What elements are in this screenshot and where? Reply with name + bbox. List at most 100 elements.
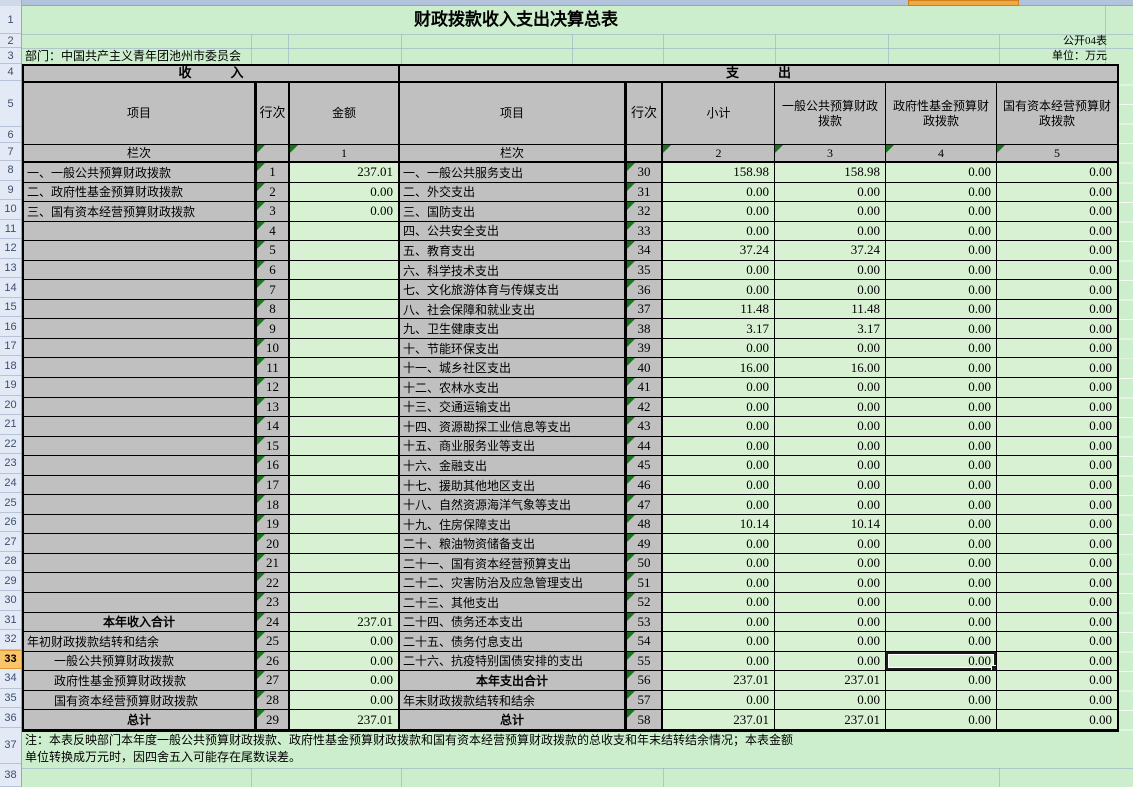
- income-item-cell[interactable]: 三、国有资本经营预算财政拨款: [24, 202, 255, 222]
- row-header[interactable]: 13: [0, 259, 21, 279]
- general-budget-cell[interactable]: 0.00: [775, 475, 886, 496]
- income-amount-cell[interactable]: [290, 280, 400, 300]
- general-budget-cell[interactable]: 0.00: [775, 260, 886, 281]
- subtotal-cell[interactable]: 0.00: [663, 417, 775, 437]
- state-capital-cell[interactable]: 0.00: [997, 671, 1117, 691]
- gov-fund-cell[interactable]: 0.00: [886, 553, 997, 574]
- table-note[interactable]: 注：本表反映部门本年度一般公共预算财政拨款、政府性基金预算财政拨款和国有资本经营…: [25, 732, 1035, 766]
- income-item-cell[interactable]: [24, 553, 255, 574]
- expense-lineno-cell[interactable]: 44: [625, 436, 663, 457]
- row-header[interactable]: 17: [0, 337, 21, 357]
- general-budget-cell[interactable]: 0.00: [775, 690, 886, 711]
- income-lineno-cell[interactable]: 2: [255, 182, 290, 203]
- income-item-cell[interactable]: 政府性基金预算财政拨款: [24, 671, 255, 691]
- expense-lineno-cell[interactable]: 50: [625, 553, 663, 574]
- general-budget-cell[interactable]: 0.00: [775, 202, 886, 222]
- general-budget-cell[interactable]: 0.00: [775, 612, 886, 633]
- income-item-cell[interactable]: 总计: [24, 710, 255, 730]
- income-item-cell[interactable]: [24, 514, 255, 535]
- income-lineno-cell[interactable]: 15: [255, 436, 290, 457]
- expense-lineno-cell[interactable]: 36: [625, 280, 663, 300]
- income-lineno-cell[interactable]: 18: [255, 495, 290, 515]
- income-item-cell[interactable]: 一、一般公共预算财政拨款: [24, 163, 255, 183]
- gov-fund-cell[interactable]: 0.00: [886, 417, 997, 437]
- gov-fund-cell[interactable]: 0.00: [886, 202, 997, 222]
- income-lineno-cell[interactable]: 21: [255, 553, 290, 574]
- income-amount-cell[interactable]: [290, 378, 400, 398]
- expense-item-cell[interactable]: 二十二、灾害防治及应急管理支出: [400, 573, 625, 594]
- state-capital-cell[interactable]: 0.00: [997, 241, 1117, 261]
- expense-lineno-cell[interactable]: 38: [625, 319, 663, 339]
- general-budget-cell[interactable]: 0.00: [775, 573, 886, 594]
- state-capital-header[interactable]: 国有资本经营预算财政拨款: [997, 83, 1117, 145]
- state-capital-cell[interactable]: 0.00: [997, 710, 1117, 730]
- income-lineno-cell[interactable]: 12: [255, 378, 290, 398]
- income-item-cell[interactable]: [24, 221, 255, 242]
- income-amount-cell[interactable]: [290, 319, 400, 339]
- gov-fund-cell[interactable]: 0.00: [886, 338, 997, 359]
- income-amount-cell[interactable]: [290, 475, 400, 496]
- subtotal-cell[interactable]: 0.00: [663, 593, 775, 613]
- income-amount-cell[interactable]: [290, 495, 400, 515]
- row-header[interactable]: 19: [0, 376, 21, 396]
- income-item-cell[interactable]: [24, 280, 255, 300]
- gov-fund-cell[interactable]: 0.00: [886, 182, 997, 203]
- state-capital-cell[interactable]: 0.00: [997, 202, 1117, 222]
- general-budget-header[interactable]: 一般公共预算财政拨款: [775, 83, 886, 145]
- row-header[interactable]: 4: [0, 64, 21, 81]
- state-capital-cell[interactable]: 0.00: [997, 319, 1117, 339]
- expense-item-cell[interactable]: 十二、农林水支出: [400, 378, 625, 398]
- income-amount-cell[interactable]: [290, 397, 400, 418]
- state-capital-cell[interactable]: 0.00: [997, 358, 1117, 379]
- row-header[interactable]: 35: [0, 689, 21, 709]
- state-capital-cell[interactable]: 0.00: [997, 534, 1117, 554]
- general-budget-cell[interactable]: 37.24: [775, 241, 886, 261]
- subtotal-cell[interactable]: 0.00: [663, 397, 775, 418]
- income-lineno-cell[interactable]: 11: [255, 358, 290, 379]
- general-budget-cell[interactable]: 0.00: [775, 495, 886, 515]
- subtotal-cell[interactable]: 10.14: [663, 514, 775, 535]
- income-item-cell[interactable]: 国有资本经营预算财政拨款: [24, 690, 255, 711]
- expense-item-cell[interactable]: 三、国防支出: [400, 202, 625, 222]
- general-budget-cell[interactable]: 0.00: [775, 280, 886, 300]
- subtotal-cell[interactable]: 0.00: [663, 221, 775, 242]
- general-budget-cell[interactable]: 0.00: [775, 221, 886, 242]
- subtotal-cell[interactable]: 0.00: [663, 378, 775, 398]
- state-capital-cell[interactable]: 0.00: [997, 397, 1117, 418]
- income-item-cell[interactable]: 本年收入合计: [24, 612, 255, 633]
- income-lineno-cell[interactable]: 25: [255, 632, 290, 652]
- gov-fund-cell[interactable]: 0.00: [886, 514, 997, 535]
- subtotal-cell[interactable]: 0.00: [663, 475, 775, 496]
- general-budget-cell[interactable]: 0.00: [775, 436, 886, 457]
- income-lineno-cell[interactable]: 20: [255, 534, 290, 554]
- expense-item-cell[interactable]: 十三、交通运输支出: [400, 397, 625, 418]
- state-capital-cell[interactable]: 0.00: [997, 553, 1117, 574]
- select-all-corner[interactable]: [0, 0, 22, 6]
- column-number-4[interactable]: 4: [886, 145, 997, 163]
- state-capital-cell[interactable]: 0.00: [997, 221, 1117, 242]
- state-capital-cell[interactable]: 0.00: [997, 260, 1117, 281]
- income-amount-cell[interactable]: [290, 573, 400, 594]
- expense-item-cell[interactable]: 六、科学技术支出: [400, 260, 625, 281]
- income-item-cell[interactable]: [24, 475, 255, 496]
- state-capital-cell[interactable]: 0.00: [997, 378, 1117, 398]
- row-header[interactable]: 20: [0, 396, 21, 416]
- subtotal-cell[interactable]: 0.00: [663, 182, 775, 203]
- subtotal-cell[interactable]: 0.00: [663, 632, 775, 652]
- income-amount-cell[interactable]: [290, 417, 400, 437]
- expense-lineno-cell[interactable]: 40: [625, 358, 663, 379]
- income-item-header[interactable]: 项目: [24, 83, 255, 145]
- income-section-header[interactable]: 收 入: [24, 66, 400, 83]
- expense-item-cell[interactable]: 十、节能环保支出: [400, 338, 625, 359]
- row-header[interactable]: 33: [0, 649, 21, 670]
- department-label[interactable]: 部门：中国共产主义青年团池州市委员会: [25, 49, 242, 63]
- expense-item-cell[interactable]: 二十、粮油物资储备支出: [400, 534, 625, 554]
- column-number-1[interactable]: 1: [290, 145, 400, 163]
- income-item-cell[interactable]: [24, 241, 255, 261]
- state-capital-cell[interactable]: 0.00: [997, 495, 1117, 515]
- expense-lineno-cell[interactable]: 45: [625, 456, 663, 476]
- income-lineno-cell[interactable]: 4: [255, 221, 290, 242]
- income-item-cell[interactable]: [24, 593, 255, 613]
- expense-item-cell[interactable]: 年末财政拨款结转和结余: [400, 690, 625, 711]
- income-lineno-cell[interactable]: 27: [255, 671, 290, 691]
